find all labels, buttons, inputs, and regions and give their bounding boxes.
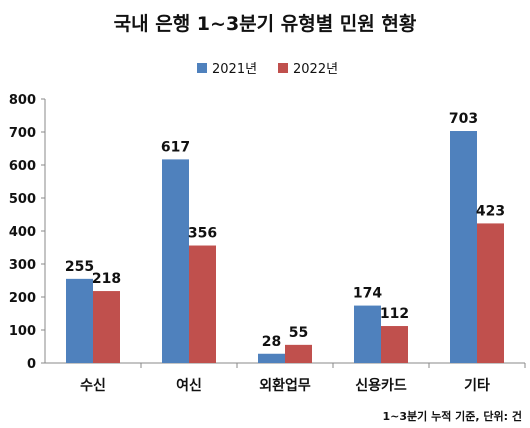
y-tick-label: 0 (27, 357, 36, 372)
bar (477, 223, 504, 363)
y-tick-label: 500 (9, 192, 36, 207)
data-label: 55 (289, 325, 308, 341)
legend-swatch (278, 63, 288, 73)
y-tick-label: 100 (9, 324, 36, 339)
legend-swatch (197, 63, 207, 73)
x-tick-label: 여신 (176, 377, 202, 394)
y-tick-label: 800 (9, 93, 36, 108)
bar (189, 245, 216, 363)
y-tick-label: 700 (9, 126, 36, 141)
y-tick-label: 400 (9, 225, 36, 240)
bar (162, 159, 189, 363)
data-label: 28 (262, 334, 281, 350)
legend-label: 2021년 (212, 62, 257, 77)
data-label: 617 (161, 139, 190, 155)
data-label: 112 (380, 306, 409, 322)
data-label: 255 (65, 259, 94, 275)
legend: 2021년 2022년 (197, 62, 338, 77)
footnote: 1~3분기 누적 기준, 단위: 건 (383, 409, 523, 423)
legend-label: 2022년 (293, 62, 338, 77)
bars (66, 131, 504, 363)
x-tick-label: 기타 (464, 378, 490, 394)
x-tick-label: 수신 (80, 378, 106, 394)
bar (258, 353, 285, 363)
bar (66, 278, 93, 363)
bar (93, 291, 120, 363)
x-tick-label: 외환업무 (259, 377, 311, 394)
bar (285, 344, 312, 363)
chart-title: 국내 은행 1~3분기 유형별 민원 현황 (114, 12, 417, 35)
y-tick-label: 300 (9, 258, 36, 273)
x-tick-label: 신용카드 (355, 378, 407, 394)
data-label: 218 (92, 271, 121, 287)
y-tick-label: 200 (9, 291, 36, 306)
y-tick-label: 600 (9, 159, 36, 174)
data-label: 356 (188, 226, 217, 242)
bar (354, 305, 381, 363)
bar (381, 326, 408, 363)
data-label: 423 (476, 203, 505, 219)
bar (450, 131, 477, 363)
data-label: 703 (449, 111, 478, 127)
data-label: 174 (353, 286, 382, 302)
axes: 0 100 200 300 400 500 600 700 800 수신 여신 외환업무 신용카드 기타 (9, 93, 526, 394)
